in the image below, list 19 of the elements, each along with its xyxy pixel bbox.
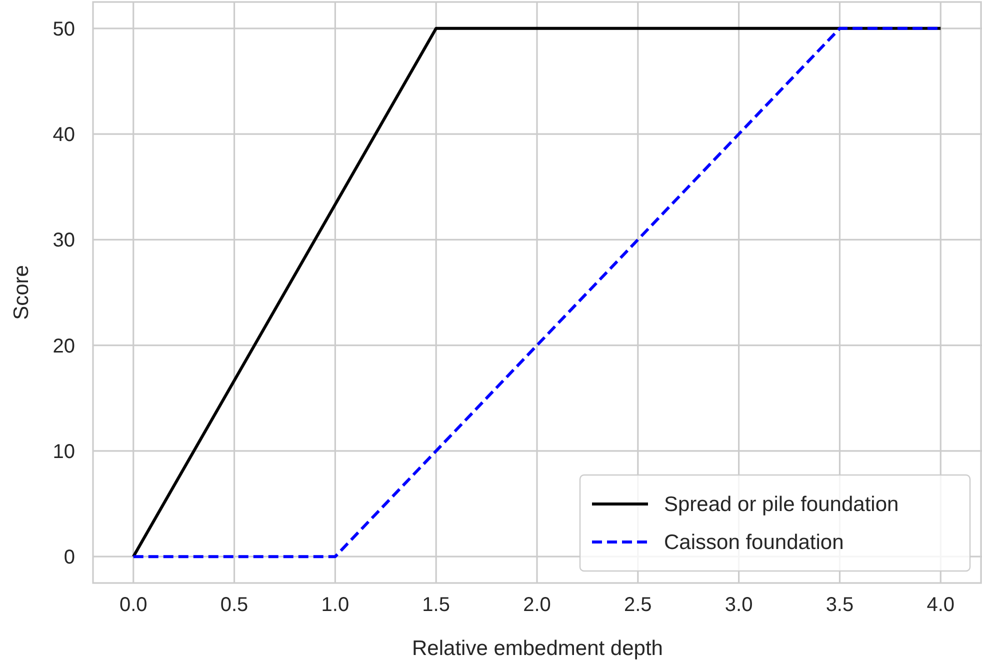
legend-label: Caisson foundation <box>664 531 844 554</box>
x-tick-label: 1.0 <box>321 594 350 616</box>
y-tick-label: 50 <box>52 18 75 40</box>
y-tick-label: 0 <box>64 546 75 569</box>
x-tick-label: 4.0 <box>926 594 955 616</box>
x-tick-label: 2.0 <box>523 594 551 616</box>
y-tick-label: 40 <box>52 124 75 146</box>
x-tick-label: 2.5 <box>624 594 652 616</box>
x-axis-title: Relative embedment depth <box>412 637 663 660</box>
x-tick-label: 0.5 <box>220 594 248 616</box>
x-tick-label: 3.5 <box>826 594 854 616</box>
x-tick-label: 1.5 <box>422 594 450 616</box>
y-tick-label: 20 <box>52 335 75 358</box>
x-tick-label: 0.0 <box>119 594 148 616</box>
legend-label: Spread or pile foundation <box>664 493 899 516</box>
y-axis-title: Score <box>10 265 33 320</box>
x-tick-label: 3.0 <box>724 594 753 616</box>
y-tick-label: 30 <box>52 230 75 252</box>
y-tick-label: 10 <box>52 440 75 463</box>
